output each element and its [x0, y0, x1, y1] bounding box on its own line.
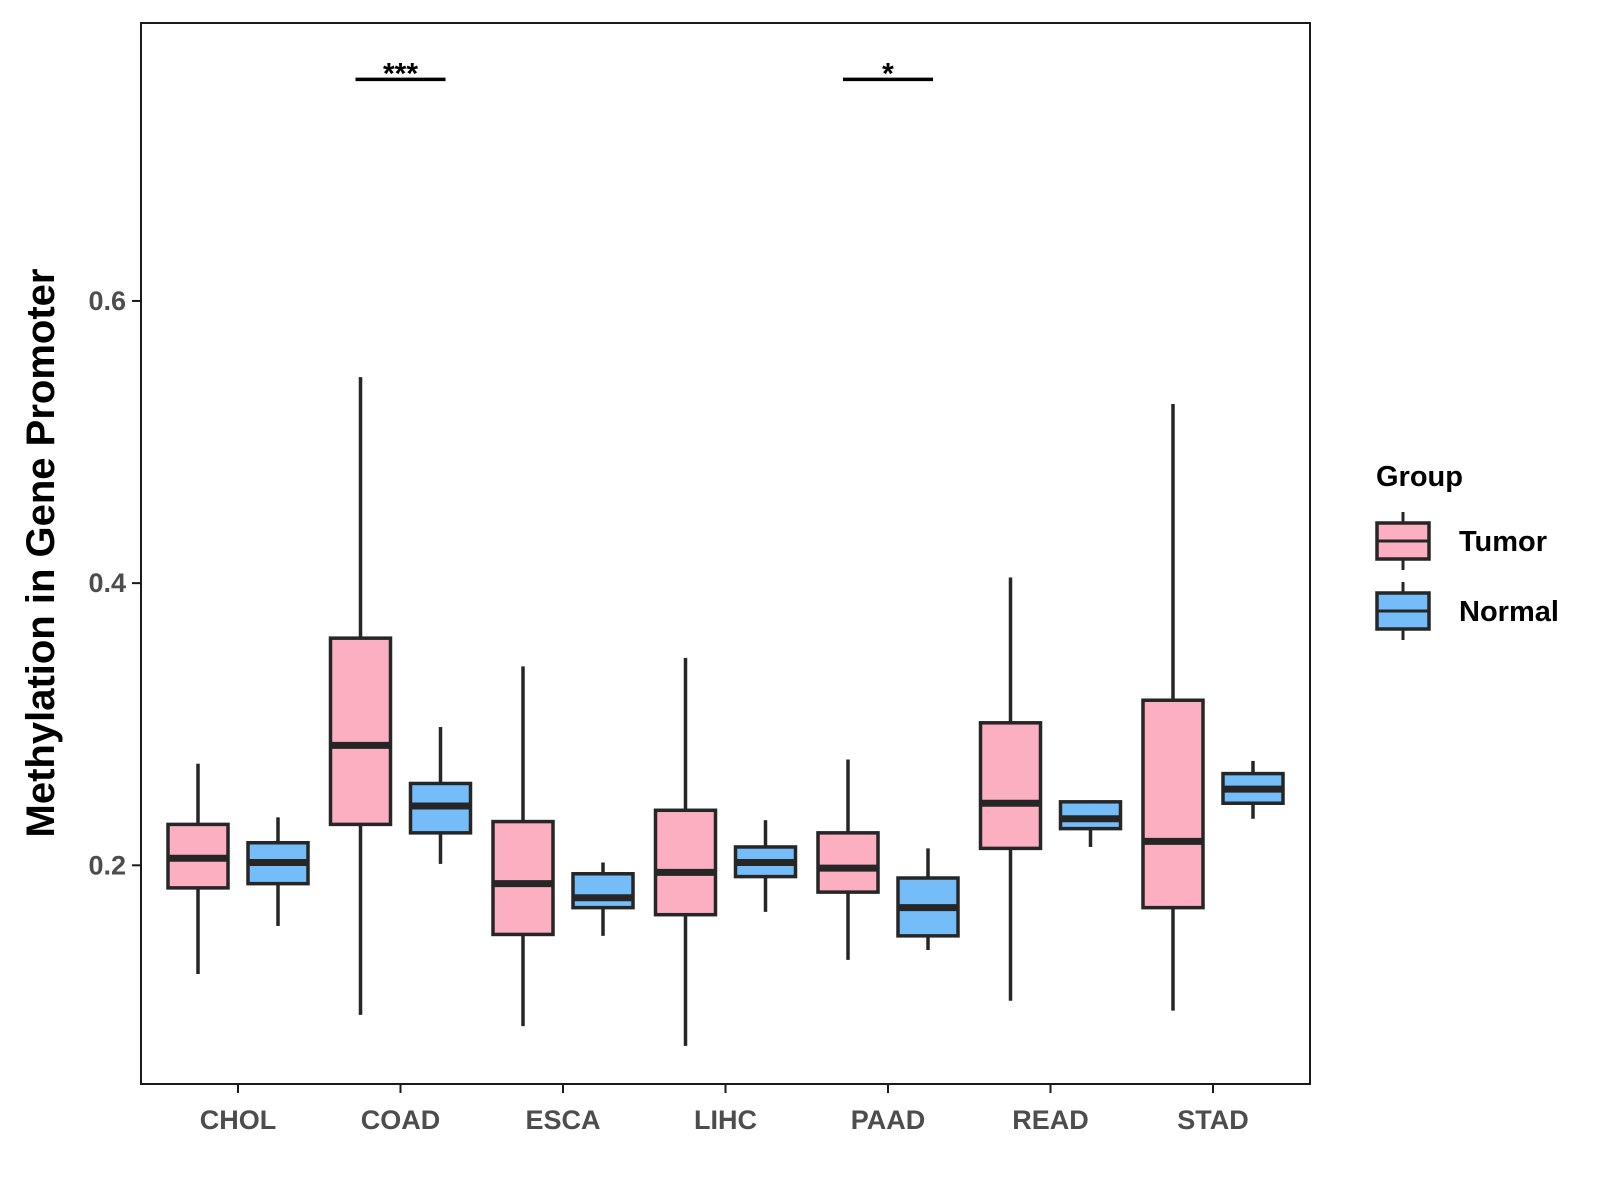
legend-label-normal: Normal: [1459, 596, 1559, 628]
x-tick-label: STAD: [1177, 1105, 1249, 1135]
y-tick-label: 0.2: [88, 850, 126, 880]
tumor-coad-box: [328, 636, 393, 827]
normal-read-box: [1058, 800, 1123, 831]
legend: Group Tumor Normal: [1375, 461, 1559, 640]
tumor-esca-box: [491, 819, 555, 937]
y-axis-title: Methylation in Gene Promoter: [19, 269, 63, 838]
y-axis: 0.2 0.4 0.6: [88, 286, 141, 880]
x-tick-label: READ: [1012, 1105, 1089, 1135]
significance-label-coad: ***: [383, 57, 418, 90]
x-axis: CHOL COAD ESCA LIHC PAAD READ STAD: [200, 1084, 1249, 1135]
y-tick-label: 0.6: [88, 286, 126, 316]
x-tick-label: LIHC: [694, 1105, 757, 1135]
normal-esca-box: [571, 872, 635, 910]
x-tick-label: CHOL: [200, 1105, 277, 1135]
legend-title: Group: [1376, 461, 1463, 493]
plot-marks: *** *: [166, 57, 1285, 1046]
y-tick-label: 0.4: [88, 568, 126, 598]
legend-label-tumor: Tumor: [1459, 526, 1547, 558]
x-tick-label: ESCA: [525, 1105, 600, 1135]
significance-label-paad: *: [882, 57, 894, 90]
tumor-lihc-box: [653, 808, 718, 917]
x-tick-label: PAAD: [851, 1105, 926, 1135]
tumor-paad-box: [816, 831, 880, 894]
x-tick-label: COAD: [361, 1105, 441, 1135]
tumor-read-box: [978, 721, 1043, 851]
tumor-stad-box: [1141, 698, 1205, 910]
